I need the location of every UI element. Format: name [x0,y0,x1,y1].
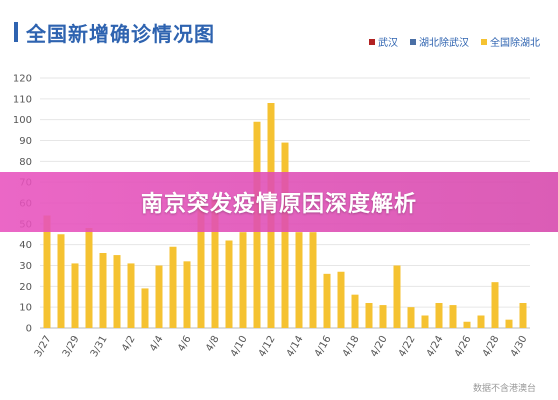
bar [183,261,191,328]
bar [71,263,79,328]
x-tick-label: 4/28 [481,334,502,359]
bar [505,319,513,328]
legend-item-hubei-ex-wuhan: 湖北除武汉 [410,34,469,49]
legend-label-hubei-ex-wuhan: 湖北除武汉 [419,38,469,49]
bar [43,215,51,328]
x-tick-label: 4/26 [453,334,474,359]
x-tick-label: 3/29 [61,334,82,359]
x-tick-label: 4/8 [204,334,222,353]
x-axis-ticks: 3/27 3/29 3/31 4/2 4/4 4/6 4/8 4/10 4/12 4/14 4/16… [33,334,530,359]
chart-title: 全国新增确诊情况图 [26,22,215,46]
y-tick-label: 20 [19,282,32,293]
y-tick-label: 110 [13,94,32,105]
bar [463,321,471,328]
title-accent-bar [14,22,18,42]
y-tick-label: 30 [19,261,32,272]
legend-swatch-wuhan [369,38,375,45]
bar [295,232,303,328]
legend-item-national-ex-hubei: 全国除湖北 [481,34,540,49]
y-tick-label: 80 [19,157,32,168]
bar [351,294,359,328]
bar [491,282,499,328]
y-tick-label: 100 [13,115,32,126]
bar [379,305,387,328]
legend-swatch-hubei-ex-wuhan [410,38,416,45]
x-tick-label: 3/27 [33,334,54,359]
x-tick-label: 3/31 [89,334,110,359]
legend-swatch-national-ex-hubei [481,38,487,45]
bar [435,303,443,328]
x-tick-label: 4/12 [257,334,278,359]
source-note: 数据不含港澳台 [472,384,536,394]
legend-label-wuhan: 武汉 [378,38,398,49]
x-tick-label: 4/10 [229,334,250,359]
bar [407,307,415,328]
x-tick-label: 4/16 [313,334,334,359]
bar [141,288,149,328]
bar [421,315,429,328]
bar [211,198,219,328]
x-tick-label: 4/4 [148,334,166,353]
bar [225,240,233,328]
x-tick-label: 4/18 [341,334,362,359]
bar [169,246,177,328]
x-tick-label: 4/2 [120,334,138,353]
x-tick-label: 4/6 [176,334,194,353]
bar [365,303,373,328]
legend-label-national-ex-hubei: 全国除湖北 [490,38,540,49]
bar [519,303,527,328]
legend-item-wuhan: 武汉 [369,34,398,49]
x-tick-label: 4/14 [285,334,306,359]
x-tick-label: 4/24 [425,334,446,359]
bar [309,232,317,328]
y-tick-label: 10 [19,303,32,314]
bar [197,198,205,328]
banner-text: 南京突发疫情原因深度解析 [140,192,417,217]
bar [449,305,457,328]
x-tick-label: 4/20 [369,334,390,359]
y-tick-label: 120 [13,74,32,85]
y-tick-label: 0 [26,324,32,335]
bar [393,265,401,328]
bar [57,234,65,328]
bar [85,228,93,328]
bar [239,232,247,328]
y-tick-label: 90 [19,136,32,147]
bar [477,315,485,328]
bar [127,263,135,328]
y-tick-label: 40 [19,240,32,251]
bar [99,253,107,328]
bar [323,273,331,328]
x-tick-label: 4/30 [509,334,530,359]
bar [155,265,163,328]
headline-banner: 南京突发疫情原因深度解析 [0,172,558,232]
bar [113,255,121,328]
chart-legend: 武汉 湖北除武汉 全国除湖北 [369,34,540,49]
x-tick-label: 4/22 [397,334,418,359]
bar [281,142,289,328]
bar [337,271,345,328]
